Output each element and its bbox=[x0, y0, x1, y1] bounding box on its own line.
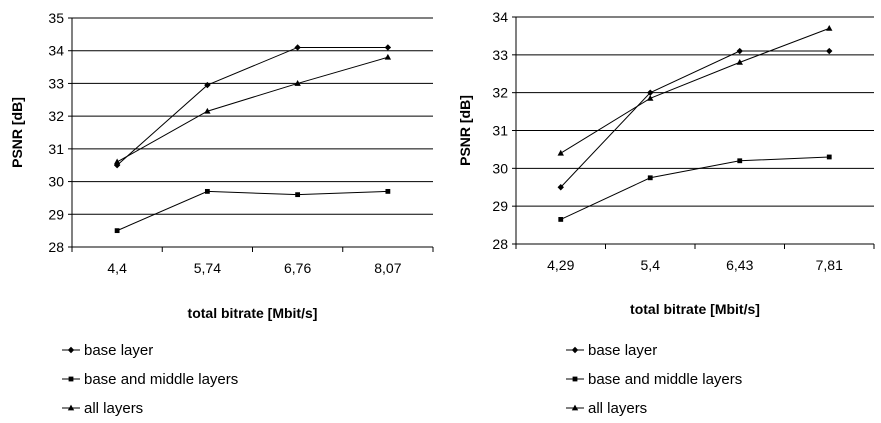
chart1-ytick-label-3: 31 bbox=[492, 123, 508, 139]
chart1-legend-marker-0 bbox=[571, 346, 579, 354]
chart1-series2-line bbox=[560, 27, 830, 154]
chart0-ytick-label-7: 35 bbox=[48, 10, 64, 26]
chart0-xtick-label-3: 8,07 bbox=[374, 260, 401, 276]
chart1-xtick-label-2: 6,43 bbox=[726, 257, 753, 273]
chart0-xtick-label-0: 4,4 bbox=[107, 260, 127, 276]
chart1-ytick-label-1: 29 bbox=[492, 198, 508, 214]
chart0-series2-point2 bbox=[294, 80, 301, 86]
chart1-series0-line bbox=[560, 50, 830, 188]
chart1-xtick-label-0: 4,29 bbox=[547, 257, 574, 273]
chart1-series2-point1 bbox=[647, 94, 654, 101]
chart0-legend-label-1: base and middle layers bbox=[84, 371, 238, 388]
chart0-xtick-label-2: 6,76 bbox=[284, 260, 311, 276]
chart1-series2-point0 bbox=[557, 149, 564, 156]
chart1-series1-line bbox=[560, 156, 830, 220]
chart0-series2-point0 bbox=[113, 158, 121, 165]
chart0-series0-point1 bbox=[204, 81, 211, 89]
chart1-ytick-label-6: 34 bbox=[492, 9, 508, 25]
chart0-series1-point2 bbox=[295, 192, 301, 198]
chart0-series1-line bbox=[116, 190, 388, 232]
chart0-series1-point1 bbox=[204, 188, 210, 194]
chart1-legend-label-1: base and middle layers bbox=[588, 371, 742, 388]
chart1-y-axis-title: PSNR [dB] bbox=[457, 95, 473, 166]
chart0-ytick-label-4: 32 bbox=[48, 108, 64, 124]
chart0-ytick-label-0: 28 bbox=[48, 239, 64, 255]
chart0-legend-label-2: all layers bbox=[84, 400, 143, 417]
chart1-ytick-label-5: 33 bbox=[492, 47, 508, 63]
chart1-series1-point2 bbox=[737, 158, 743, 164]
chart0-series0-line bbox=[116, 46, 388, 166]
chart0-ytick-label-1: 29 bbox=[48, 206, 64, 222]
chart1-legend-marker-2 bbox=[571, 404, 579, 411]
chart1-legend-label-2: all layers bbox=[588, 400, 647, 417]
chart0-ytick-label-6: 34 bbox=[48, 43, 64, 59]
chart0-legend-marker-0 bbox=[67, 346, 75, 354]
chart1-x-axis-title: total bitrate [Mbit/s] bbox=[630, 301, 760, 317]
chart1-legend-marker-1 bbox=[572, 376, 578, 382]
chart0-series1-point3 bbox=[385, 188, 391, 194]
chart0-ytick-label-5: 33 bbox=[48, 75, 64, 91]
chart1-ytick-label-2: 30 bbox=[492, 160, 508, 176]
chart0-legend-marker-2 bbox=[67, 404, 75, 411]
chart0-x-axis-title: total bitrate [Mbit/s] bbox=[188, 305, 318, 321]
chart1-xtick-label-3: 7,81 bbox=[816, 257, 843, 273]
chart0-xtick-label-1: 5,74 bbox=[194, 260, 221, 276]
chart0-series0-point3 bbox=[384, 44, 392, 51]
chart1-series1-point0 bbox=[558, 217, 564, 222]
chart1-xtick-label-1: 5,4 bbox=[641, 257, 661, 273]
chart0-ytick-label-3: 31 bbox=[48, 141, 64, 157]
chart0-series2-point1 bbox=[204, 107, 211, 114]
chart0-series2-point3 bbox=[384, 53, 392, 60]
chart1-ytick-label-4: 32 bbox=[492, 85, 508, 101]
chart0-ytick-label-2: 30 bbox=[48, 174, 64, 190]
chart1-series0-point2 bbox=[736, 47, 743, 55]
chart1-series2-point3 bbox=[826, 24, 833, 31]
chart1-series2-point2 bbox=[736, 59, 743, 65]
chart1-series0-point0 bbox=[557, 184, 564, 191]
chart1-ytick-label-0: 28 bbox=[492, 236, 508, 252]
chart1-series1-point1 bbox=[647, 175, 653, 181]
chart1-legend-label-0: base layer bbox=[588, 342, 657, 359]
chart0-legend-label-0: base layer bbox=[84, 342, 153, 359]
chart1-series0-point3 bbox=[826, 47, 833, 55]
chart0-legend-marker-1 bbox=[68, 376, 74, 382]
chart-left: 28 29 30 31 32 33 34 35 4,4 5,74 6,76 8,07 total bit… bbox=[9, 10, 434, 417]
chart0-y-axis-title: PSNR [dB] bbox=[9, 97, 25, 168]
chart1-series0-point1 bbox=[647, 89, 654, 96]
chart-right: 28 29 30 31 32 33 34 4,29 5,4 6,43 7,81 total bitra… bbox=[457, 9, 875, 417]
chart1-series1-point3 bbox=[826, 154, 832, 160]
chart0-series1-point0 bbox=[114, 228, 120, 234]
chart0-series2-line bbox=[116, 56, 389, 163]
chart0-series0-point2 bbox=[294, 44, 301, 51]
